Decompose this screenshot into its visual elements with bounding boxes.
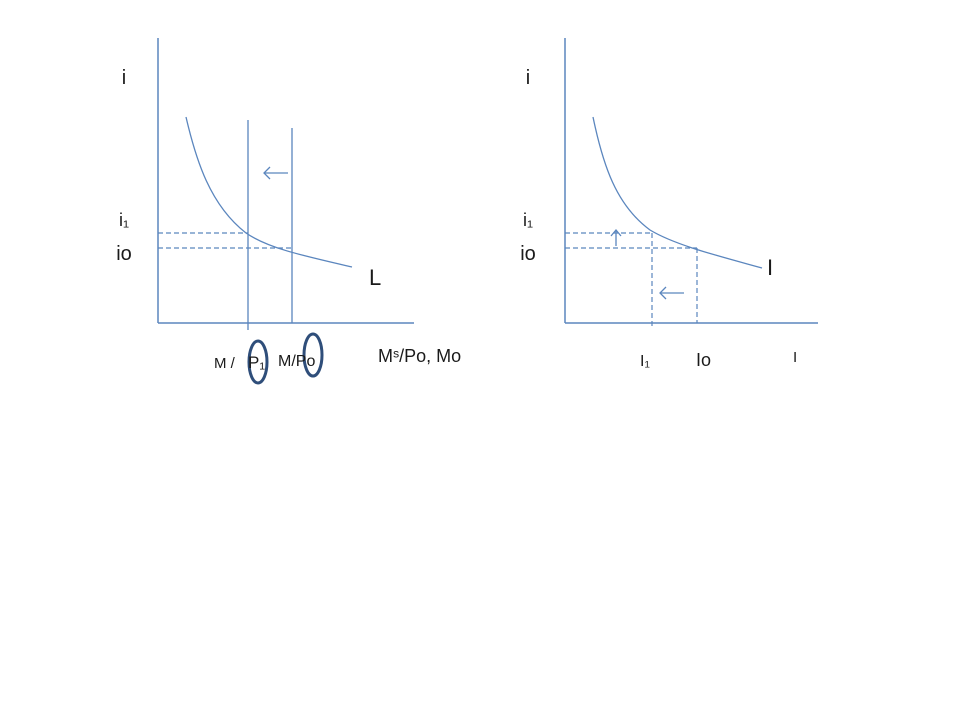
right-y-axis-label: i — [526, 67, 530, 89]
left-x-axis-label: Mˢ/Po, Mo — [378, 346, 461, 366]
i0-x-label: Io — [696, 350, 711, 370]
left-i0-label: io — [116, 243, 132, 265]
left-shift-arrow-icon — [263, 166, 288, 180]
right-i0-label: io — [520, 243, 536, 265]
right-shift-arrow-icon — [659, 286, 684, 300]
investment-curve — [592, 116, 763, 269]
left-curve-label: L — [369, 265, 381, 290]
i1-x-label: I₁ — [640, 353, 650, 370]
right-i1-label: i₁ — [523, 210, 533, 230]
highlight-circle-p1 — [247, 339, 269, 385]
m-p1-prefix-label: M / — [214, 355, 236, 372]
left-i1-label: i₁ — [119, 210, 129, 230]
right-curve-label: I — [767, 255, 773, 280]
m-p1-label: P₁ — [248, 353, 265, 372]
right-panel: i i₁ io I I I₁ Io — [520, 38, 818, 370]
up-arrow-icon — [610, 228, 622, 246]
liquidity-demand-curve — [185, 116, 353, 268]
highlight-circle-p0 — [302, 332, 324, 378]
left-y-axis-label: i — [122, 67, 126, 89]
right-x-axis-label: I — [793, 349, 797, 366]
m-p0-label: M/Po — [278, 353, 315, 370]
left-panel: i i₁ io L Mˢ/Po, Mo M / P₁ M/Po — [116, 38, 461, 385]
